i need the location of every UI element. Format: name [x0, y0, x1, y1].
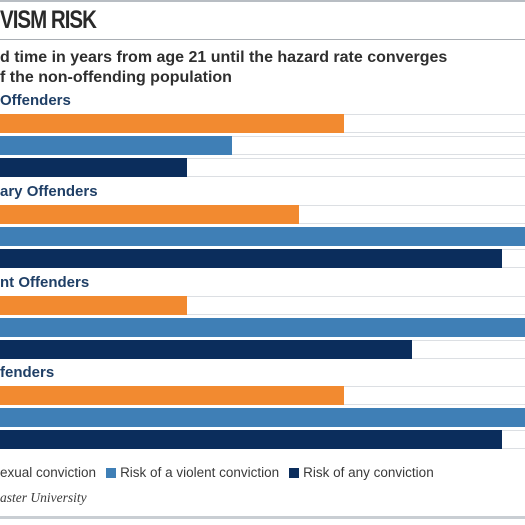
- group-label: nt Offenders: [0, 274, 90, 291]
- bar: [0, 430, 502, 449]
- legend-swatch: [289, 468, 300, 478]
- bar: [0, 318, 525, 337]
- top-frame-line: [0, 0, 525, 2]
- chart-title: VISM RISK: [0, 6, 97, 34]
- bar: [0, 158, 187, 177]
- legend-label: Risk of any conviction: [303, 465, 434, 480]
- bar: [0, 227, 525, 246]
- bar: [0, 296, 187, 315]
- bar: [0, 136, 233, 155]
- bar: [0, 340, 413, 359]
- bottom-frame-line: [0, 516, 525, 519]
- subtitle-line-1: d time in years from age 21 until the ha…: [0, 49, 448, 66]
- bar: [0, 114, 344, 133]
- group-label: Offenders: [0, 92, 71, 109]
- chart-subtitle: d time in years from age 21 until the ha…: [0, 48, 525, 88]
- legend-label: exual conviction: [0, 465, 97, 480]
- group-label: fenders: [0, 364, 55, 381]
- legend-item: Risk of any conviction: [289, 465, 434, 480]
- legend-item: exual conviction: [0, 465, 96, 480]
- bar: [0, 249, 502, 268]
- bar: [0, 408, 525, 427]
- legend-label: Risk of a violent conviction: [120, 465, 280, 480]
- bar: [0, 205, 300, 224]
- legend-swatch: [106, 468, 117, 478]
- legend-item: Risk of a violent conviction: [106, 465, 279, 480]
- source-note: aster University: [0, 490, 87, 505]
- subtitle-line-2: f the non-offending population: [0, 69, 232, 86]
- bar: [0, 386, 344, 405]
- legend: exual conviction Risk of a violent convic…: [0, 465, 444, 480]
- group-label: ary Offenders: [0, 183, 98, 200]
- title-divider: [0, 39, 525, 40]
